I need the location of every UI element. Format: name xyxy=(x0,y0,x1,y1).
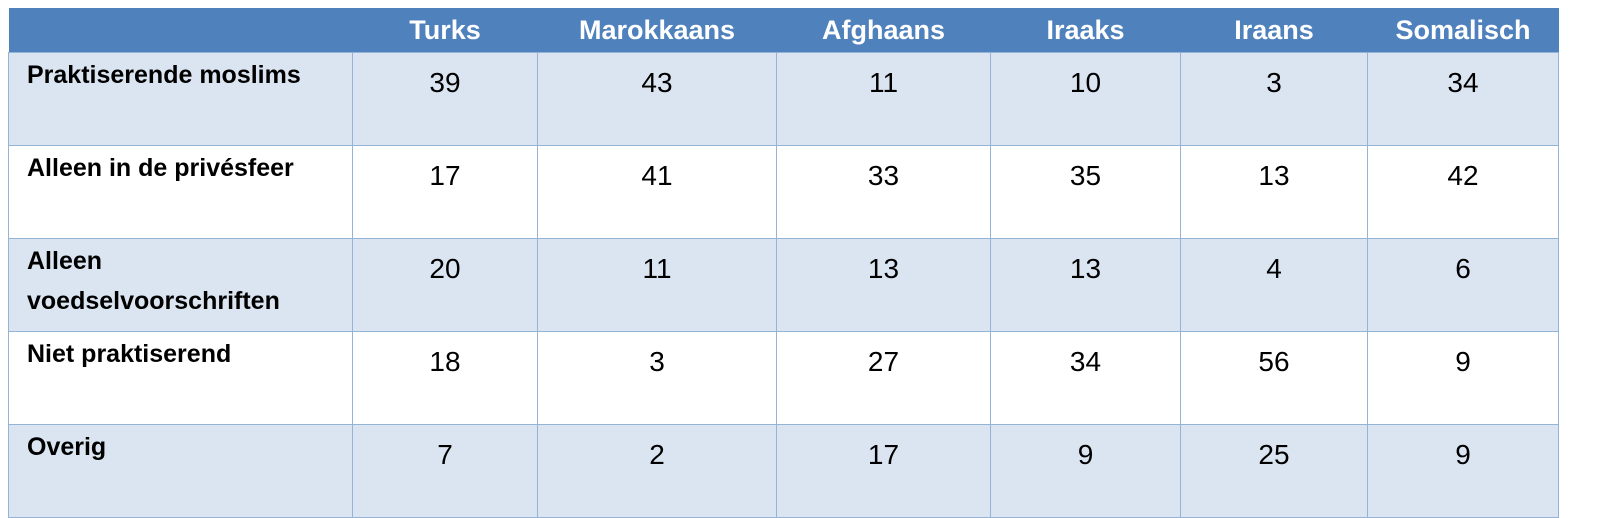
row-label: Overig xyxy=(8,424,353,518)
header-row: Turks Marokkaans Afghaans Iraaks Iraans Somal… xyxy=(8,8,1559,53)
table-row: Praktiserende moslims 39 43 11 10 3 34 xyxy=(8,52,1559,146)
table-row: Alleen in de privésfeer 17 41 33 35 13 42 xyxy=(8,145,1559,239)
value-cell: 39 xyxy=(352,52,538,146)
value-cell: 7 xyxy=(352,424,538,518)
column-header: Iraaks xyxy=(990,8,1181,53)
column-header: Marokkaans xyxy=(537,8,777,53)
column-header: Somalisch xyxy=(1367,8,1559,53)
data-table: Turks Marokkaans Afghaans Iraaks Iraans Somal… xyxy=(8,8,1559,518)
value-cell: 56 xyxy=(1180,331,1368,425)
value-cell: 42 xyxy=(1367,145,1559,239)
column-header: Iraans xyxy=(1180,8,1368,53)
table-row: Niet praktiserend 18 3 27 34 56 9 xyxy=(8,331,1559,425)
value-cell: 9 xyxy=(1367,331,1559,425)
value-cell: 18 xyxy=(352,331,538,425)
value-cell: 34 xyxy=(990,331,1181,425)
value-cell: 33 xyxy=(776,145,991,239)
value-cell: 2 xyxy=(537,424,777,518)
value-cell: 3 xyxy=(1180,52,1368,146)
value-cell: 13 xyxy=(1180,145,1368,239)
value-cell: 11 xyxy=(537,238,777,332)
value-cell: 13 xyxy=(776,238,991,332)
page: Turks Marokkaans Afghaans Iraaks Iraans Somal… xyxy=(8,8,1559,518)
value-cell: 43 xyxy=(537,52,777,146)
value-cell: 9 xyxy=(1367,424,1559,518)
table-row: Alleen voedselvoorschriften 20 11 13 13 4 6 xyxy=(8,238,1559,332)
value-cell: 17 xyxy=(352,145,538,239)
value-cell: 4 xyxy=(1180,238,1368,332)
row-label: Niet praktiserend xyxy=(8,331,353,425)
column-header: Afghaans xyxy=(776,8,991,53)
value-cell: 10 xyxy=(990,52,1181,146)
value-cell: 34 xyxy=(1367,52,1559,146)
value-cell: 41 xyxy=(537,145,777,239)
value-cell: 17 xyxy=(776,424,991,518)
row-label: Alleen in de privésfeer xyxy=(8,145,353,239)
table-row: Overig 7 2 17 9 25 9 xyxy=(8,424,1559,518)
value-cell: 9 xyxy=(990,424,1181,518)
value-cell: 27 xyxy=(776,331,991,425)
corner-cell xyxy=(8,8,353,53)
value-cell: 35 xyxy=(990,145,1181,239)
value-cell: 6 xyxy=(1367,238,1559,332)
row-label: Praktiserende moslims xyxy=(8,52,353,146)
value-cell: 3 xyxy=(537,331,777,425)
row-label: Alleen voedselvoorschriften xyxy=(8,238,353,332)
value-cell: 20 xyxy=(352,238,538,332)
table-body: Praktiserende moslims 39 43 11 10 3 34 Alleen i… xyxy=(8,52,1559,518)
column-header: Turks xyxy=(352,8,538,53)
value-cell: 11 xyxy=(776,52,991,146)
value-cell: 25 xyxy=(1180,424,1368,518)
value-cell: 13 xyxy=(990,238,1181,332)
